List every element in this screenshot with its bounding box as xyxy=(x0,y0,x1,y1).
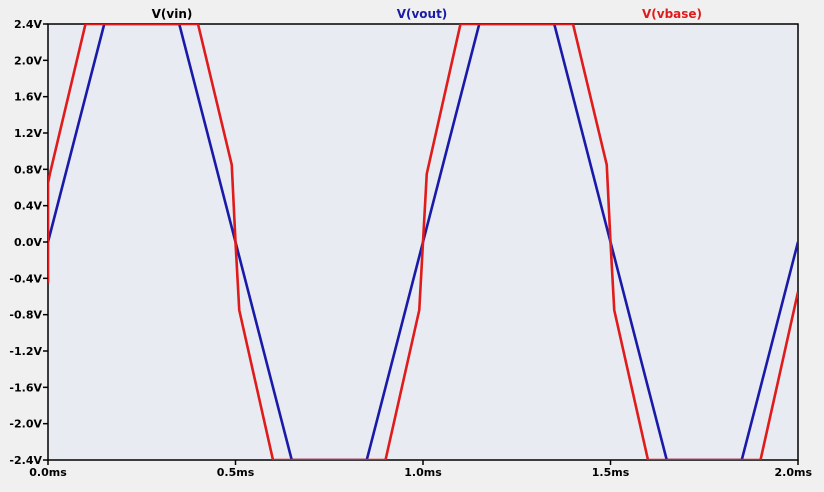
y-tick-label: 2.0V xyxy=(14,54,42,67)
y-tick-label: -1.6V xyxy=(9,381,42,394)
x-tick-label: 1.0ms xyxy=(404,466,442,479)
axis-ticks: 2.4V 2.0V 1.6V 1.2V 0.8V 0.4V 0.0V -0.4V -0.8V -1… xyxy=(9,18,812,479)
x-tick-label: 0.0ms xyxy=(29,466,67,479)
series-line-v-vbase[interactable] xyxy=(48,24,798,460)
legend-label[interactable]: V(vout) xyxy=(397,7,448,21)
legend-label[interactable]: V(vin) xyxy=(152,7,193,21)
y-tick-label: -2.4V xyxy=(9,454,42,467)
y-tick-label: -2.0V xyxy=(9,418,42,431)
series-layer xyxy=(48,24,798,460)
x-tick-label: 0.5ms xyxy=(217,466,255,479)
legend: V(vin) V(vout) V(vbase) xyxy=(152,7,702,21)
legend-label[interactable]: V(vbase) xyxy=(642,7,702,21)
y-tick-label: -0.4V xyxy=(9,272,42,285)
y-tick-label: 2.4V xyxy=(14,18,42,31)
y-tick-label: 1.2V xyxy=(14,127,42,140)
x-tick-label: 2.0ms xyxy=(775,466,813,479)
y-tick-label: 0.8V xyxy=(14,163,42,176)
x-tick-label: 1.5ms xyxy=(592,466,630,479)
y-tick-label: -0.8V xyxy=(9,309,42,322)
y-tick-label: 0.0V xyxy=(14,236,42,249)
y-tick-label: -1.2V xyxy=(9,345,42,358)
y-tick-label: 1.6V xyxy=(14,91,42,104)
y-tick-label: 0.4V xyxy=(14,200,42,213)
